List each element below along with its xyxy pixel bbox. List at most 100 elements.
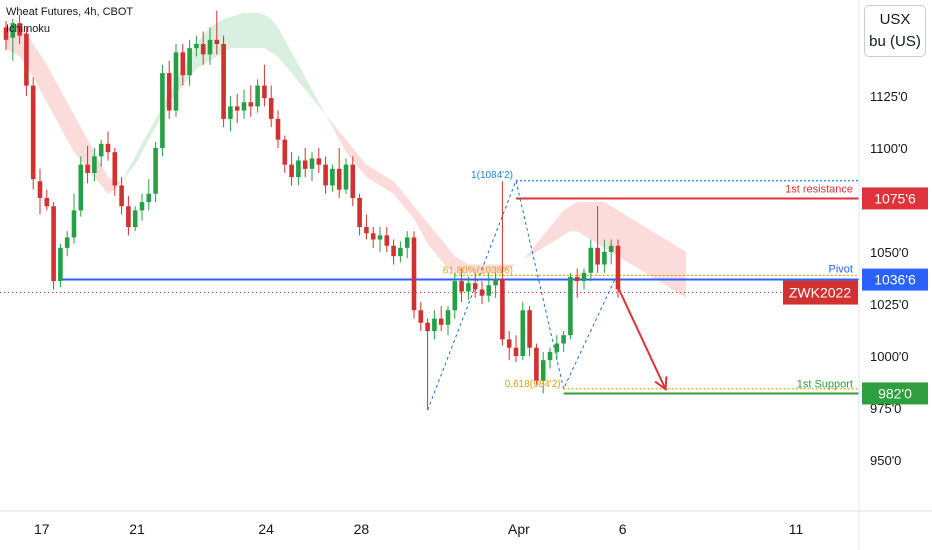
candle-body [268, 98, 274, 119]
candle-body [71, 210, 77, 238]
price-tick-label: 1125'0 [870, 89, 908, 104]
candle-body [425, 322, 430, 332]
time-tick-label: 6 [619, 521, 627, 537]
candle-body [411, 237, 417, 311]
candle-body [85, 164, 90, 173]
resistance-price-tag-text: 1075'6 [874, 190, 916, 206]
symbol-tag [783, 280, 858, 305]
candle-body [432, 318, 437, 332]
price-tags: 1075'6 1036'6 982'0 ZWK2022 [783, 187, 928, 405]
projection-arrow-head [654, 376, 668, 392]
candle-body [540, 360, 546, 381]
fib-label-mid: 61.80%(1038'6) [443, 265, 513, 276]
candle-body [228, 106, 233, 119]
candle-body [194, 44, 199, 49]
candle-body [336, 168, 342, 190]
candle-body [330, 168, 335, 186]
candle-body [513, 347, 519, 356]
price-units-button[interactable]: USX bu (US) [864, 5, 926, 57]
candle-body [241, 102, 247, 111]
projection-arrow-shaft [617, 286, 667, 390]
candle-body [214, 39, 220, 44]
candle-body [3, 27, 9, 40]
pivot-price-tag [862, 268, 928, 291]
ichimoku-cloud [6, 12, 686, 298]
price-tick-label: 1050'0 [870, 245, 909, 260]
candle-body [561, 335, 566, 344]
candle-body [377, 235, 383, 240]
candle-body [262, 85, 267, 99]
candle-body [255, 85, 260, 107]
resistance-label: 1st resistance [785, 183, 853, 195]
candle-body [200, 44, 206, 55]
candles [3, 10, 621, 411]
candle-body [323, 164, 328, 186]
pivot-label: Pivot [829, 264, 853, 276]
zigzag-pattern [427, 179, 619, 411]
candle-body [221, 44, 226, 119]
candle-body [506, 339, 512, 348]
candle-body [588, 247, 594, 273]
support-price-tag [862, 382, 928, 405]
candle-body [459, 281, 464, 292]
candle-body [452, 281, 458, 311]
candle-body [10, 23, 16, 38]
candle-body [105, 143, 111, 153]
candle-body [302, 160, 308, 169]
units-line-1: USX [879, 11, 911, 28]
candle-body [275, 118, 281, 140]
drawings [0, 179, 859, 411]
fib-label-low: 0.618(984'2) [505, 379, 561, 390]
price-axis[interactable]: 1125'01100'01075'01050'01025'01000'0975'… [870, 89, 909, 468]
candle-body [391, 245, 396, 257]
candle-body [479, 289, 485, 296]
price-tick-label: 1100'0 [870, 141, 908, 156]
candle-body [112, 152, 118, 186]
candle-body [98, 143, 104, 157]
support-price-tag-text: 982'0 [878, 385, 912, 401]
candle-body [466, 283, 471, 292]
candle-body [581, 272, 587, 282]
price-tick-label: 1000'0 [870, 349, 909, 364]
candle-body [615, 245, 621, 290]
candle-body [309, 158, 315, 169]
candle-body [534, 347, 539, 381]
candle-body [153, 148, 158, 194]
candle-body [139, 202, 145, 211]
candle-body [289, 164, 294, 178]
cloud-segment [6, 27, 122, 194]
candle-body [493, 279, 498, 286]
chart-symbol-title: Wheat Futures, 4h, CBOT [6, 6, 134, 18]
candle-body [568, 276, 573, 336]
candle-body [44, 197, 50, 207]
overlay: 1st resistance Pivot 1st Support 1(1084'2) 6… [443, 170, 853, 392]
candle-body [608, 245, 614, 252]
candle-body [602, 252, 607, 265]
time-tick-label: 21 [129, 521, 145, 537]
time-tick-label: 28 [354, 521, 370, 537]
candle-body [173, 52, 179, 111]
units-line-2: bu (US) [869, 33, 921, 50]
candle-body [166, 73, 172, 111]
support-label: 1st Support [797, 378, 853, 390]
candle-body [574, 276, 580, 282]
candle-body [30, 85, 36, 180]
candle-body [187, 48, 192, 76]
pivot-price-tag-text: 1036'6 [874, 272, 916, 288]
candle-body [438, 318, 444, 325]
candle-body [51, 206, 56, 282]
candle-body [316, 158, 322, 165]
cloud-segment [121, 12, 333, 182]
candle-body [350, 164, 356, 198]
candle-body [126, 206, 131, 228]
candle-body [92, 156, 97, 173]
price-tick-label: 1025'0 [870, 297, 909, 312]
candle-body [234, 106, 240, 111]
price-tick-label: 975'0 [870, 401, 901, 416]
indicator-label[interactable]: Ichimoku [6, 23, 51, 35]
candle-body [132, 210, 138, 228]
time-axis[interactable]: 17 21 24 28 Apr 6 11 [34, 521, 804, 537]
candle-body [146, 193, 152, 203]
candle-body [472, 283, 478, 290]
